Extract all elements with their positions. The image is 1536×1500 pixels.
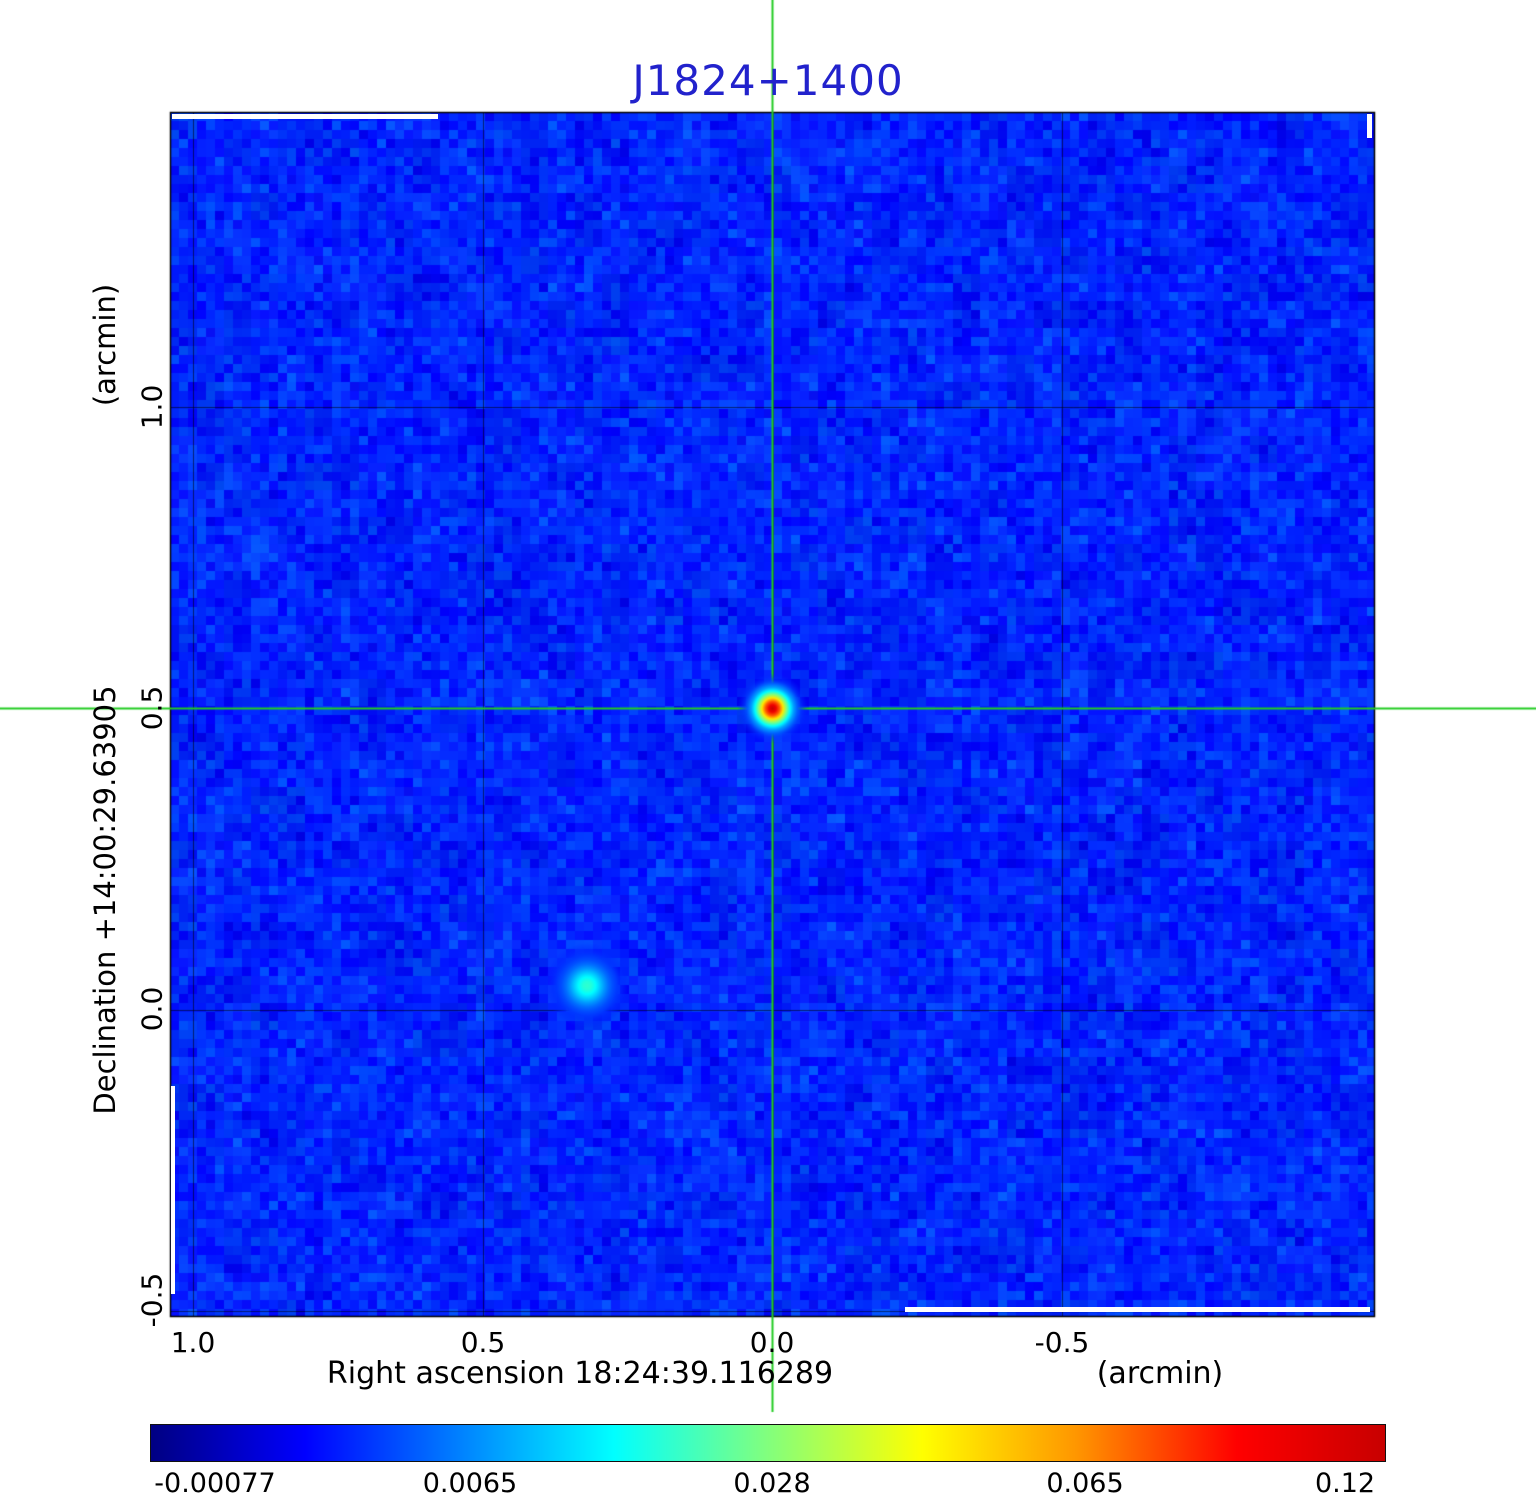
render-artifact: [171, 1086, 175, 1294]
x-tick-label: 1.0: [170, 1326, 216, 1359]
y-axis-unit-label: (arcmin): [88, 283, 122, 407]
y-tick-label: 0.0: [135, 986, 169, 1032]
render-artifact: [1367, 114, 1372, 138]
y-tick-label: 1.0: [135, 384, 169, 430]
colorbar-tick-label: 0.065: [1046, 1468, 1124, 1499]
y-axis-label: Declination +14:00:29.63905: [88, 685, 122, 1115]
x-tick-label: -0.5: [1034, 1326, 1090, 1359]
render-artifact: [172, 114, 438, 119]
colorbar-tick-label: 0.12: [1314, 1468, 1376, 1499]
colorbar: [150, 1424, 1386, 1462]
render-artifact: [905, 1307, 1370, 1312]
y-tick-label: 0.5: [135, 685, 169, 731]
x-axis-label: Right ascension 18:24:39.116289: [326, 1356, 834, 1391]
colorbar-tick-label: -0.00077: [154, 1468, 276, 1499]
x-tick-label: 0.0: [749, 1326, 795, 1359]
source-title: J1824+1400: [632, 56, 904, 105]
colorbar-tick-label: 0.0065: [422, 1468, 518, 1499]
colorbar-tick-label: 0.028: [733, 1468, 811, 1499]
y-tick-label: -0.5: [135, 1272, 169, 1328]
x-axis-unit-label: (arcmin): [1096, 1356, 1224, 1391]
colorbar-gradient: [151, 1425, 1385, 1461]
x-tick-label: 0.5: [460, 1326, 506, 1359]
